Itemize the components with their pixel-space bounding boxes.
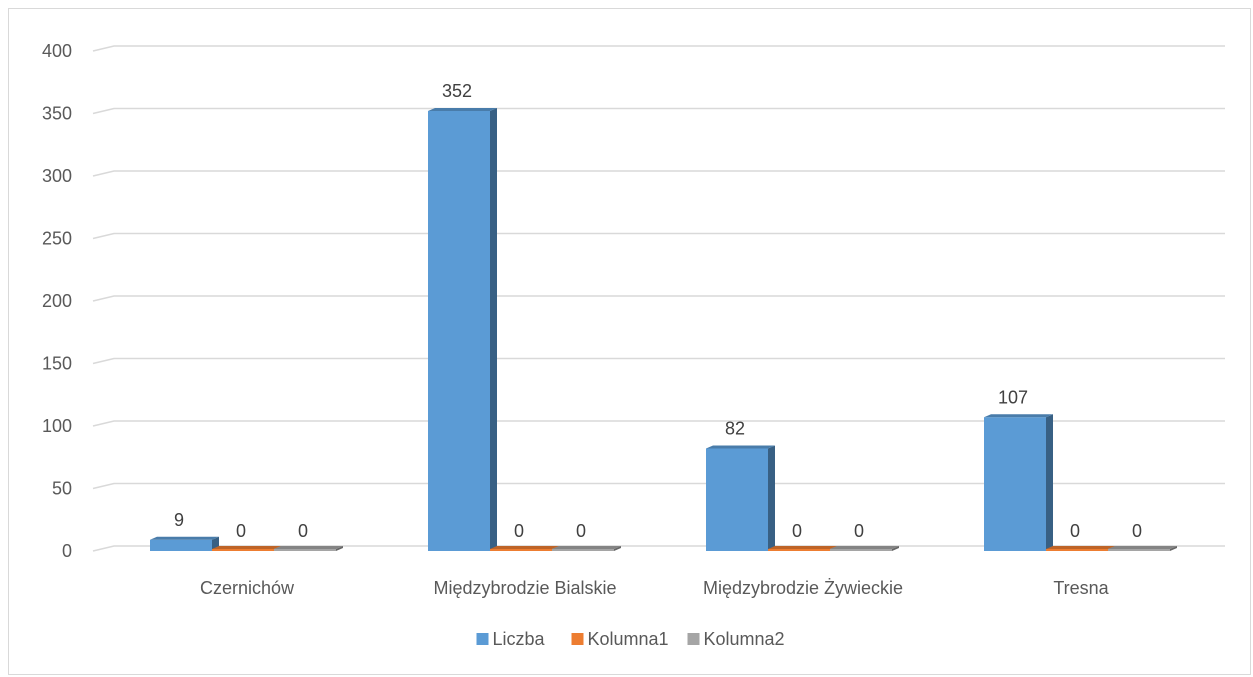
data-label: 0 [514, 521, 524, 541]
bar-kolumna1 [768, 546, 837, 551]
gridline [92, 232, 1225, 240]
bar-front [1108, 549, 1170, 551]
gridlines [92, 45, 1225, 552]
gridline [92, 170, 1225, 177]
bar-kolumna2 [1108, 546, 1177, 551]
y-tick-label: 350 [42, 104, 72, 124]
bar-top [984, 414, 1053, 418]
bar-side [1046, 414, 1053, 551]
y-tick-label: 200 [42, 291, 72, 311]
y-tick-label: 250 [42, 229, 72, 249]
bar-top [274, 546, 343, 549]
bar-side [892, 546, 899, 551]
legend-item: Liczba [476, 629, 546, 649]
bar-front [274, 549, 336, 551]
bar-top [706, 445, 775, 449]
data-label: 0 [236, 521, 246, 541]
x-category-label: Międzybrodzie Bialskie [433, 578, 616, 598]
y-tick-label: 0 [62, 541, 72, 561]
bar-side [1170, 546, 1177, 551]
bar-top [830, 546, 899, 549]
legend-swatch [476, 633, 489, 645]
y-tick-label: 300 [42, 166, 72, 186]
legend-label: Kolumna2 [704, 629, 785, 649]
y-tick-label: 150 [42, 354, 72, 374]
bar-liczba [428, 108, 497, 551]
bar-front [150, 539, 212, 551]
bar-side [490, 108, 497, 551]
bar-front [768, 549, 830, 551]
bar-kolumna2 [274, 546, 343, 551]
data-label: 352 [442, 81, 472, 101]
bar-top [1046, 546, 1115, 549]
gridline [92, 420, 1225, 427]
legend-label: Liczba [493, 629, 546, 649]
bar-front [1046, 549, 1108, 551]
y-axis-ticks: 0 50 100 150 200 250 300 350 400 [42, 41, 72, 561]
data-label: 0 [1132, 521, 1142, 541]
bar-top [768, 546, 837, 549]
chart-frame [8, 8, 1251, 675]
data-label: 9 [174, 510, 184, 530]
legend-item: Kolumna2 [687, 629, 785, 649]
bar-top [150, 536, 219, 540]
bar-side [614, 546, 621, 551]
bar-front [830, 549, 892, 551]
gridline [92, 482, 1225, 490]
bar-front [428, 111, 490, 551]
legend-item: Kolumna1 [571, 629, 669, 649]
bar-front [984, 417, 1046, 551]
data-label: 82 [725, 419, 745, 439]
y-tick-label: 400 [42, 41, 72, 61]
legend-swatch [687, 633, 700, 645]
bar-kolumna2 [830, 546, 899, 551]
data-label: 0 [298, 521, 308, 541]
legend: Liczba Kolumna1 Kolumna2 [476, 629, 785, 649]
bar-top [428, 108, 497, 111]
bar-kolumna1 [1046, 546, 1115, 551]
bar-front [212, 549, 274, 551]
bars [150, 108, 1177, 551]
data-label: 0 [576, 521, 586, 541]
data-label: 107 [998, 387, 1028, 407]
bar-side [768, 445, 775, 551]
bar-top [490, 546, 559, 549]
bar-kolumna2 [552, 546, 621, 551]
data-label: 0 [854, 521, 864, 541]
x-category-label: Tresna [1053, 578, 1109, 598]
bar-liczba [984, 414, 1053, 551]
bar-liczba [150, 536, 219, 551]
bar-top [212, 546, 281, 549]
bar-side [336, 546, 343, 551]
bar-top [1108, 546, 1177, 549]
bar-top [552, 546, 621, 549]
data-labels: 9 0 0 352 0 0 82 0 0 107 0 0 [174, 81, 1142, 541]
data-label: 0 [1070, 521, 1080, 541]
legend-swatch [571, 633, 584, 645]
bar-kolumna1 [490, 546, 559, 551]
gridline [92, 45, 1225, 52]
bar-front [706, 448, 768, 551]
legend-label: Kolumna1 [588, 629, 669, 649]
bar-front [490, 549, 552, 551]
y-tick-label: 100 [42, 416, 72, 436]
bar-liczba [706, 445, 775, 551]
gridline [92, 357, 1225, 365]
x-category-label: Czernichów [200, 578, 295, 598]
gridline [92, 295, 1225, 302]
gridline [92, 107, 1225, 115]
x-category-label: Międzybrodzie Żywieckie [703, 578, 903, 598]
data-label: 0 [792, 521, 802, 541]
bar-kolumna1 [212, 546, 281, 551]
bar-front [552, 549, 614, 551]
y-tick-label: 50 [52, 479, 72, 499]
